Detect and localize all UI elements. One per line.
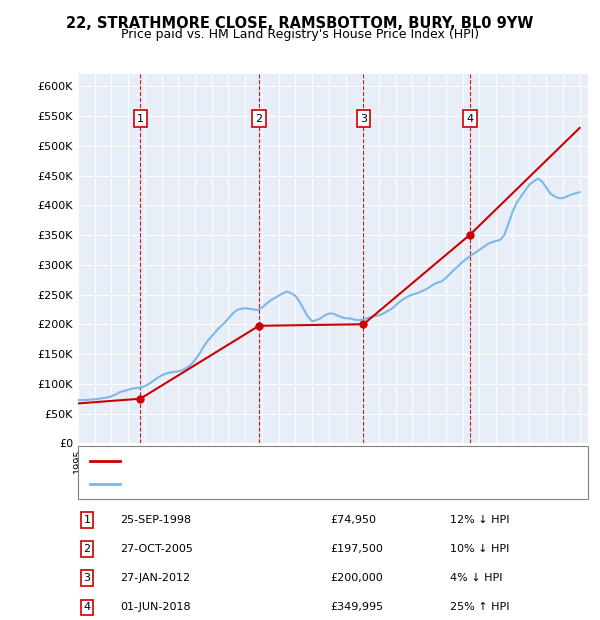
Text: HPI: Average price, detached house, Bury: HPI: Average price, detached house, Bury (126, 479, 343, 489)
Text: Price paid vs. HM Land Registry's House Price Index (HPI): Price paid vs. HM Land Registry's House … (121, 28, 479, 41)
Text: 4: 4 (83, 602, 91, 613)
Text: 3: 3 (83, 573, 91, 583)
Text: £74,950: £74,950 (330, 515, 376, 525)
Text: 4% ↓ HPI: 4% ↓ HPI (450, 573, 503, 583)
Text: 27-JAN-2012: 27-JAN-2012 (120, 573, 190, 583)
Text: £349,995: £349,995 (330, 602, 383, 613)
Text: 25-SEP-1998: 25-SEP-1998 (120, 515, 191, 525)
Text: 1: 1 (137, 113, 144, 123)
Text: 01-JUN-2018: 01-JUN-2018 (120, 602, 191, 613)
Text: 4: 4 (466, 113, 473, 123)
Text: 22, STRATHMORE CLOSE, RAMSBOTTOM, BURY, BL0 9YW (detached house): 22, STRATHMORE CLOSE, RAMSBOTTOM, BURY, … (126, 456, 516, 466)
Text: 1: 1 (83, 515, 91, 525)
Text: 22, STRATHMORE CLOSE, RAMSBOTTOM, BURY, BL0 9YW: 22, STRATHMORE CLOSE, RAMSBOTTOM, BURY, … (67, 16, 533, 30)
Text: £200,000: £200,000 (330, 573, 383, 583)
Text: 12% ↓ HPI: 12% ↓ HPI (450, 515, 509, 525)
Text: £197,500: £197,500 (330, 544, 383, 554)
Text: 2: 2 (83, 544, 91, 554)
Text: 10% ↓ HPI: 10% ↓ HPI (450, 544, 509, 554)
Text: 27-OCT-2005: 27-OCT-2005 (120, 544, 193, 554)
Text: 2: 2 (256, 113, 262, 123)
Text: 25% ↑ HPI: 25% ↑ HPI (450, 602, 509, 613)
Text: 3: 3 (360, 113, 367, 123)
